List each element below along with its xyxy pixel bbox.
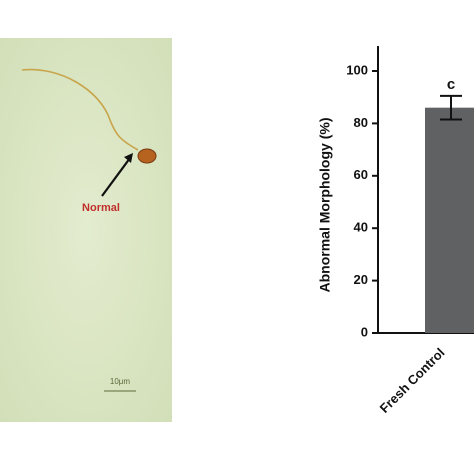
y-tick-label: 100 [346,62,368,77]
chart: Abnormal Morphology (%) 0 20 40 60 80 100 Fres… [317,46,474,416]
arrow [101,157,131,197]
scale-bar-label: 10μm [110,377,131,386]
sperm-tail [21,68,139,151]
arrow-head [124,153,133,163]
y-tick-label: 60 [354,167,368,182]
photo-background [0,38,172,422]
y-axis-title: Abnormal Morphology (%) [317,118,333,293]
y-tick-label: 0 [361,324,368,339]
x-tick-label: Fresh Control [377,345,448,416]
bar [425,107,474,334]
error-bar [440,94,462,121]
micrograph: Normal 10μm [0,38,172,422]
significance-letter: c [447,76,455,93]
y-tick-label: 80 [354,115,368,130]
sperm-label: Normal [82,202,120,214]
y-tick-label: 40 [354,220,368,235]
sperm-head [137,148,157,164]
y-tick-label: 20 [354,272,368,287]
